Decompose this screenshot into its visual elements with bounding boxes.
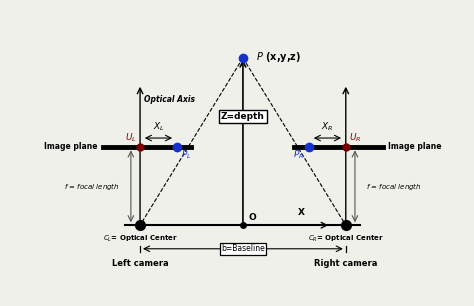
Text: $\mathit{P_R}$: $\mathit{P_R}$ [293, 149, 305, 161]
Text: X: X [298, 208, 305, 217]
Text: b=Baseline: b=Baseline [221, 244, 265, 253]
Text: Image plane: Image plane [45, 142, 98, 151]
Text: $\mathit{P}$ (x,y,z): $\mathit{P}$ (x,y,z) [256, 50, 301, 64]
Text: $\mathit{P_L}$: $\mathit{P_L}$ [181, 149, 192, 161]
Text: O: O [248, 213, 256, 222]
Text: $f$ = focal length: $f$ = focal length [366, 181, 422, 192]
Text: Image plane: Image plane [388, 142, 441, 151]
Text: Left camera: Left camera [112, 259, 168, 268]
Text: $\mathit{X_R}$: $\mathit{X_R}$ [321, 121, 334, 133]
Text: $f$ = focal length: $f$ = focal length [64, 181, 120, 192]
Text: $\mathit{X_L}$: $\mathit{X_L}$ [153, 121, 164, 133]
Text: Optical Axis: Optical Axis [145, 95, 195, 104]
Text: $C_R$= Optical Center: $C_R$= Optical Center [308, 233, 383, 244]
Text: $C_L$= Optical Center: $C_L$= Optical Center [102, 233, 178, 244]
Text: Right camera: Right camera [314, 259, 377, 268]
Text: $\mathit{U_L}$: $\mathit{U_L}$ [125, 132, 137, 144]
Text: $\mathit{U_R}$: $\mathit{U_R}$ [349, 132, 362, 144]
Text: Z=depth: Z=depth [221, 112, 265, 121]
